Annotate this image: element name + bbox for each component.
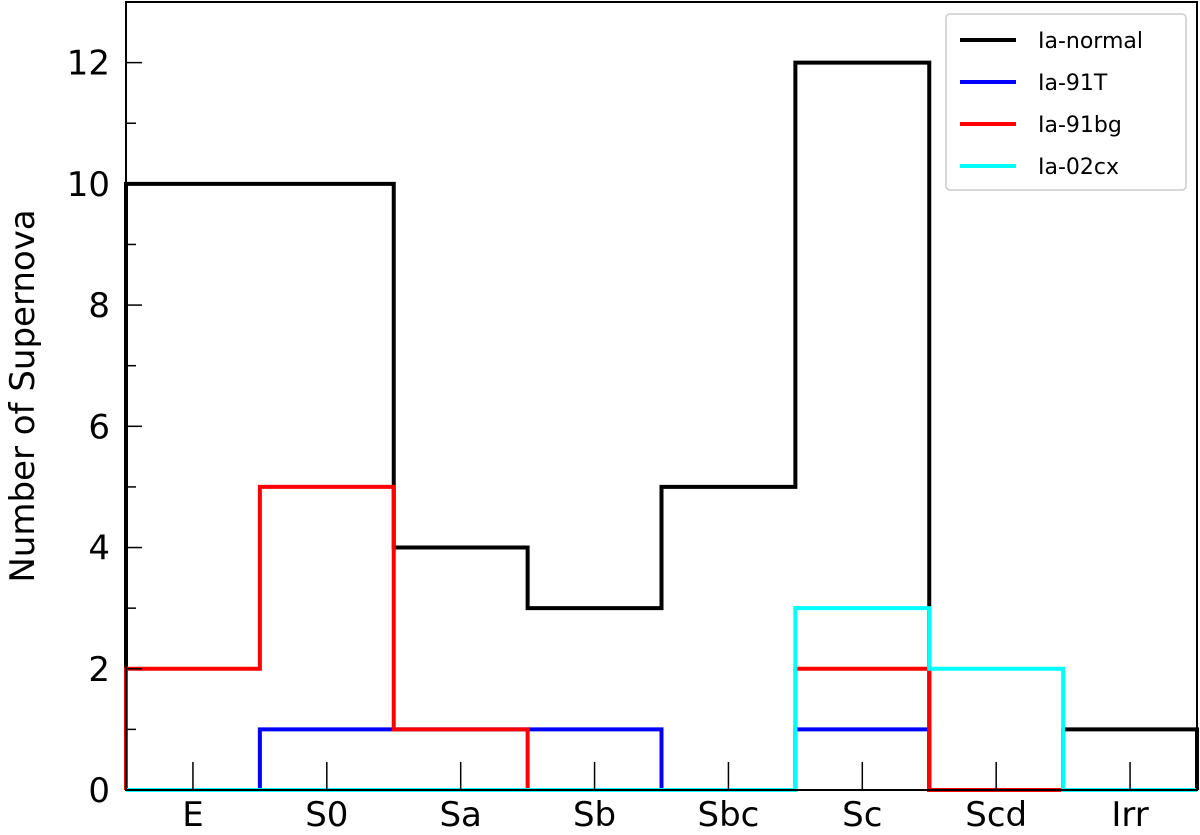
y-tick-label-6: 6 (88, 407, 110, 447)
legend-label-ia-91bg: Ia-91bg (1038, 113, 1122, 138)
plot-frame (125, 1, 1198, 791)
y-axis-label: Number of Supernova (3, 209, 43, 582)
legend-label-ia-02cx: Ia-02cx (1038, 155, 1119, 180)
y-tick-label-8: 8 (88, 286, 110, 326)
legend: Ia-normal Ia-91T Ia-91bg Ia-02cx (945, 13, 1187, 191)
y-tick-label-2: 2 (88, 650, 110, 690)
y-tick-label-0: 0 (88, 771, 110, 811)
x-tick-label-scd: Scd (965, 795, 1027, 835)
y-tick-label-12: 12 (67, 44, 110, 84)
x-tick-label-irr: Irr (1111, 795, 1148, 835)
series-line-ia-91t (126, 727, 1197, 792)
y-tick-label-4: 4 (88, 529, 110, 569)
x-tick-label-sc: Sc (842, 795, 882, 835)
x-tick-label-s0: S0 (305, 795, 348, 835)
legend-box (945, 13, 1187, 191)
x-tick-label-sa: Sa (439, 795, 481, 835)
x-tick-label-sb: Sb (573, 795, 616, 835)
x-tick-label-sbc: Sbc (698, 795, 760, 835)
y-tick-label-10: 10 (67, 165, 110, 205)
x-tick-label-e: E (182, 795, 203, 835)
legend-label-ia-normal: Ia-normal (1038, 29, 1143, 54)
legend-label-ia-91t: Ia-91T (1038, 71, 1108, 96)
tick-labels-group: E S0 Sa Sb Sbc Sc Scd Irr 0 2 4 6 8 10 12 (67, 44, 1149, 835)
